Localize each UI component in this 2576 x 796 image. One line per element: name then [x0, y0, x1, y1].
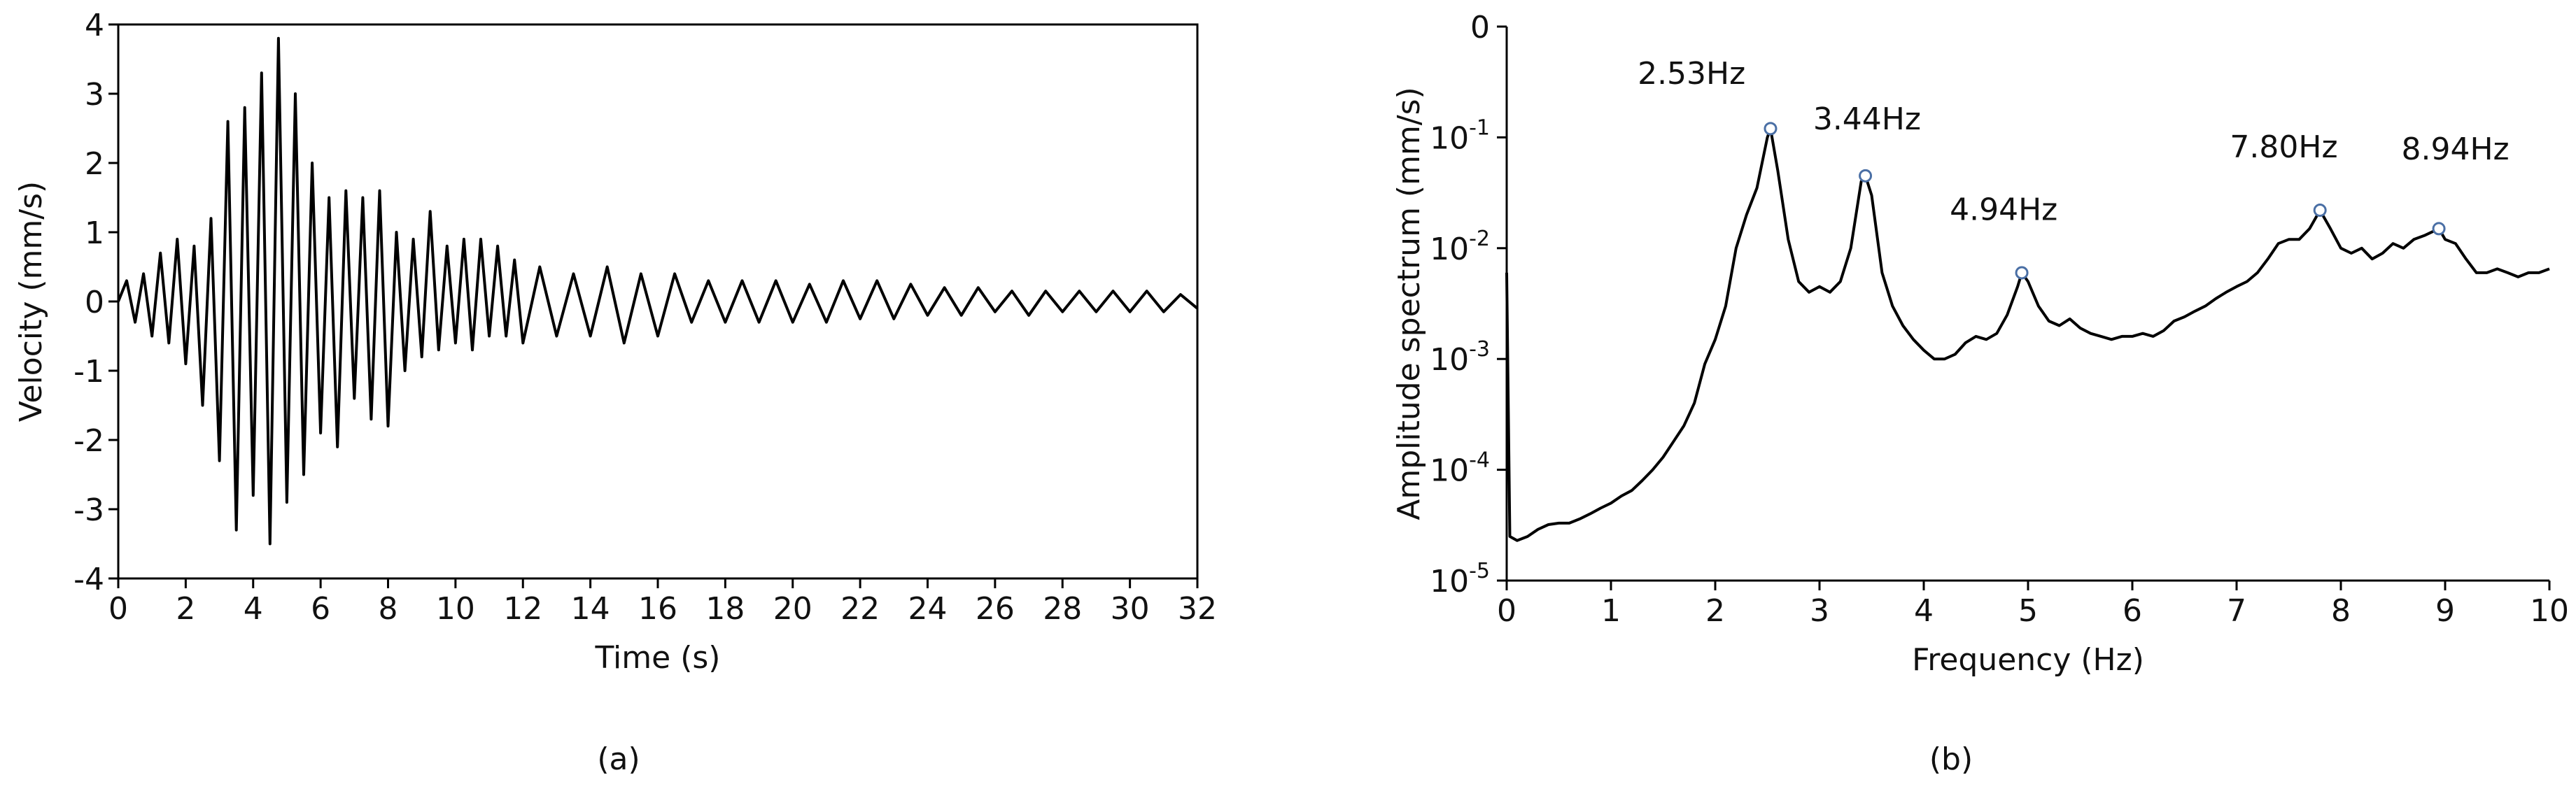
- y-tick-label: 10-1: [1430, 115, 1490, 156]
- tick-base: 10: [1430, 232, 1469, 267]
- x-tick-label: 0: [1497, 593, 1516, 629]
- x-tick-label: 9: [2435, 593, 2455, 629]
- tick-base: 0: [1470, 10, 1490, 45]
- peak-label: 8.94Hz: [2401, 132, 2509, 167]
- tick-base: 10: [1430, 342, 1469, 378]
- x-axis-label: Frequency (Hz): [1912, 642, 2144, 678]
- x-tick-label: 7: [2227, 593, 2246, 629]
- y-tick-label: 1: [85, 215, 104, 251]
- x-tick-label: 28: [1043, 591, 1082, 627]
- tick-exponent: -1: [1469, 115, 1490, 140]
- x-tick-label: 3: [1810, 593, 1829, 629]
- peak-marker: [2015, 266, 2029, 280]
- tick-base: 10: [1430, 453, 1469, 489]
- x-tick-label: 1: [1601, 593, 1621, 629]
- peak-marker: [1859, 169, 1873, 183]
- y-tick-label: 0: [85, 285, 104, 320]
- peak-marker: [1764, 122, 1778, 136]
- y-tick-label: -1: [73, 354, 104, 390]
- x-tick-label: 0: [108, 591, 128, 627]
- x-tick-label: 6: [311, 591, 330, 627]
- data-line: [117, 36, 1199, 546]
- x-tick-label: 8: [2331, 593, 2351, 629]
- x-tick-label: 18: [705, 591, 745, 627]
- x-tick-label: 5: [2018, 593, 2038, 629]
- y-tick-label: 10-5: [1430, 559, 1490, 599]
- tick-base: 10: [1430, 564, 1469, 599]
- y-tick-label: -3: [73, 492, 104, 528]
- x-tick-label: 22: [840, 591, 880, 627]
- y-axis-label: Velocity (mm/s): [13, 181, 49, 422]
- x-tick-label: 2: [1705, 593, 1725, 629]
- tick-exponent: -4: [1469, 448, 1490, 473]
- tick-exponent: -3: [1469, 337, 1490, 362]
- x-tick-label: 30: [1111, 591, 1150, 627]
- x-tick-label: 32: [1178, 591, 1217, 627]
- x-tick-label: 2: [176, 591, 195, 627]
- x-tick-label: 10: [436, 591, 475, 627]
- y-axis-label: Amplitude spectrum (mm/s): [1391, 87, 1427, 520]
- x-tick-label: 24: [908, 591, 948, 627]
- caption: (b): [1929, 741, 1973, 777]
- x-tick-label: 12: [503, 591, 542, 627]
- caption: (a): [597, 741, 640, 777]
- tick-exponent: -5: [1469, 559, 1490, 583]
- y-tick-label: 2: [85, 146, 104, 182]
- peak-marker: [2432, 222, 2446, 236]
- x-tick-label: 6: [2123, 593, 2142, 629]
- x-tick-label: 20: [773, 591, 812, 627]
- y-tick-label: 10-2: [1430, 227, 1490, 267]
- tick-base: 10: [1430, 120, 1469, 156]
- x-tick-label: 16: [638, 591, 677, 627]
- x-tick-label: 14: [571, 591, 610, 627]
- peak-label: 7.80Hz: [2230, 129, 2337, 165]
- x-tick-label: 26: [976, 591, 1015, 627]
- peak-label: 2.53Hz: [1638, 56, 1745, 92]
- peak-label: 4.94Hz: [1950, 192, 2057, 227]
- x-tick-label: 4: [244, 591, 263, 627]
- tick-exponent: -2: [1469, 227, 1490, 251]
- peak-label: 3.44Hz: [1813, 101, 1921, 137]
- y-tick-label: 10-4: [1430, 448, 1490, 489]
- x-tick-label: 10: [2530, 593, 2569, 629]
- x-tick-label: 8: [379, 591, 398, 627]
- y-tick-label: 4: [85, 8, 104, 43]
- x-axis-label: Time (s): [595, 640, 721, 676]
- y-tick-label: 0: [1470, 10, 1490, 45]
- y-tick-label: -2: [73, 423, 104, 459]
- data-line: [1505, 127, 2550, 542]
- x-tick-label: 4: [1914, 593, 1934, 629]
- y-tick-label: 10-3: [1430, 337, 1490, 378]
- y-tick-label: 3: [85, 77, 104, 113]
- y-tick-label: -4: [73, 562, 104, 597]
- peak-marker: [2313, 204, 2327, 218]
